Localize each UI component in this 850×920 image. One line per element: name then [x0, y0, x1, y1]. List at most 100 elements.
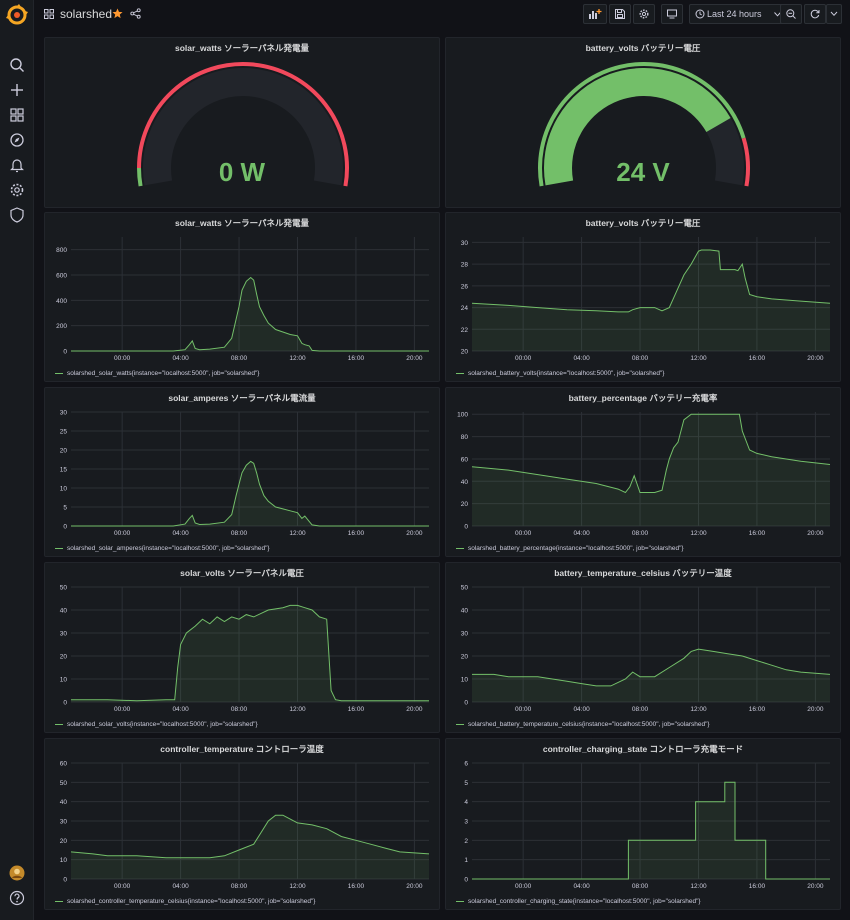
- timeseries-panel-solar-watts[interactable]: solar_watts ソーラーパネル発電量 0 200 400 600 800 00:0…: [44, 212, 440, 382]
- x-tick-label: 08:00: [231, 355, 248, 362]
- time-range-picker[interactable]: Last 24 hours: [689, 4, 785, 24]
- y-tick-label: 40: [461, 608, 469, 615]
- x-tick-label: 12:00: [289, 706, 306, 713]
- y-tick-label: 60: [461, 456, 469, 463]
- gauge-threshold-band: [137, 167, 143, 187]
- legend-swatch: [456, 373, 464, 374]
- star-icon[interactable]: [112, 8, 123, 19]
- x-tick-label: 12:00: [289, 883, 306, 890]
- x-tick-label: 12:00: [690, 706, 707, 713]
- x-tick-label: 16:00: [348, 355, 365, 362]
- y-tick-label: 2: [464, 838, 468, 845]
- x-tick-label: 04:00: [172, 706, 189, 713]
- zoom-out-button[interactable]: [780, 4, 802, 24]
- grafana-logo-icon[interactable]: [6, 4, 28, 26]
- refresh-button[interactable]: [804, 4, 826, 24]
- timeseries-panel-controller-charging-state[interactable]: controller_charging_state コントローラ充電モード 0 1…: [445, 738, 841, 910]
- legend-item[interactable]: solarshed_solar_volts{instance="localhos…: [55, 721, 258, 728]
- legend-label: solarshed_battery_volts{instance="localh…: [468, 370, 665, 377]
- gauge-panel-solar-watts[interactable]: solar_watts ソーラーパネル発電量 0 W: [44, 37, 440, 208]
- x-tick-label: 12:00: [690, 355, 707, 362]
- share-icon[interactable]: [130, 8, 141, 19]
- x-tick-label: 16:00: [749, 706, 766, 713]
- legend-label: solarshed_solar_volts{instance="localhos…: [67, 721, 258, 728]
- legend-item[interactable]: solarshed_solar_watts{instance="localhos…: [55, 370, 259, 377]
- x-tick-label: 20:00: [807, 355, 824, 362]
- timeseries-panel-controller-temperature[interactable]: controller_temperature コントローラ温度 0 10 20 30 4…: [44, 738, 440, 910]
- dashboard-title[interactable]: solarshed: [60, 7, 113, 21]
- alerting-icon[interactable]: [8, 156, 26, 174]
- y-tick-label: 40: [461, 479, 469, 486]
- legend-swatch: [55, 373, 63, 374]
- refresh-interval-dropdown[interactable]: [826, 4, 842, 24]
- legend-item[interactable]: solarshed_battery_temperature_celsius{in…: [456, 721, 710, 728]
- y-tick-label: 40: [60, 608, 68, 615]
- zoom-out-icon: [786, 9, 796, 19]
- x-tick-label: 12:00: [289, 530, 306, 537]
- panel-title: solar_volts ソーラーパネル電圧: [180, 568, 304, 578]
- y-tick-label: 800: [56, 247, 67, 254]
- series-area: [71, 605, 429, 702]
- gauge-panel-battery-volts[interactable]: battery_volts バッテリー電圧 24 V: [445, 37, 841, 208]
- y-tick-label: 6: [464, 761, 468, 768]
- y-tick-label: 30: [461, 631, 469, 638]
- cycle-view-mode-button[interactable]: [661, 4, 683, 24]
- y-tick-label: 0: [63, 700, 67, 707]
- y-tick-label: 50: [60, 780, 68, 787]
- y-tick-label: 3: [464, 819, 468, 826]
- legend-label: solarshed_controller_temperature_celsius…: [67, 898, 316, 905]
- x-tick-label: 12:00: [690, 883, 707, 890]
- add-panel-button[interactable]: [583, 4, 607, 24]
- dashboard-settings-button[interactable]: [633, 4, 655, 24]
- gauge-value: 0 W: [218, 157, 266, 187]
- x-tick-label: 00:00: [114, 355, 131, 362]
- x-tick-label: 20:00: [807, 706, 824, 713]
- legend-item[interactable]: solarshed_battery_percentage{instance="l…: [456, 545, 684, 552]
- y-tick-label: 50: [461, 585, 469, 592]
- legend-item[interactable]: solarshed_controller_charging_state{inst…: [456, 898, 701, 905]
- help-icon[interactable]: [8, 889, 26, 907]
- timeseries-panel-solar-amperes[interactable]: solar_amperes ソーラーパネル電流量 0 5 10 15 20 25 30 00:…: [44, 387, 440, 557]
- series-area: [472, 649, 830, 702]
- plus-icon[interactable]: [8, 81, 26, 99]
- timeseries-panel-solar-volts[interactable]: solar_volts ソーラーパネル電圧 0 10 20 30 40 50 00:00 04…: [44, 562, 440, 733]
- y-tick-label: 20: [461, 501, 469, 508]
- timeseries-panel-battery-temperature[interactable]: battery_temperature_celsius バッテリー温度 0 10 2…: [445, 562, 841, 733]
- y-tick-label: 26: [461, 283, 469, 290]
- explore-icon[interactable]: [8, 131, 26, 149]
- x-tick-label: 00:00: [515, 355, 532, 362]
- dashboards-icon[interactable]: [8, 106, 26, 124]
- chart-solar-volts: 0 10 20 30 40 50 00:00 04:00 08:00 12:00 16:00 20:0…: [60, 585, 429, 713]
- legend-item[interactable]: solarshed_battery_volts{instance="localh…: [456, 370, 664, 377]
- x-tick-label: 12:00: [690, 530, 707, 537]
- search-icon[interactable]: [8, 56, 26, 74]
- y-tick-label: 100: [457, 412, 468, 419]
- settings-icon[interactable]: [8, 181, 26, 199]
- y-tick-label: 0: [63, 524, 67, 531]
- series-area: [472, 414, 830, 526]
- legend-item[interactable]: solarshed_controller_temperature_celsius…: [55, 898, 315, 905]
- timeseries-panel-battery-percentage[interactable]: battery_percentage バッテリー充電率 0 20 40 60 80 100…: [445, 387, 841, 557]
- gauge-threshold-band: [137, 62, 349, 187]
- y-tick-label: 30: [60, 410, 68, 417]
- legend-swatch: [55, 901, 63, 902]
- legend-swatch: [456, 724, 464, 725]
- chevron-down-icon: [830, 11, 838, 17]
- save-dashboard-button[interactable]: [609, 4, 631, 24]
- timeseries-panel-battery-volts[interactable]: battery_volts バッテリー電圧 20 22 24 26 28 30 00:00 0…: [445, 212, 841, 382]
- x-tick-label: 08:00: [632, 530, 649, 537]
- series-line: [472, 781, 830, 880]
- legend-item[interactable]: solarshed_solar_amperes{instance="localh…: [55, 545, 270, 552]
- x-tick-label: 00:00: [114, 530, 131, 537]
- monitor-icon: [667, 9, 677, 19]
- y-tick-label: 24: [461, 305, 469, 312]
- legend-label: solarshed_solar_amperes{instance="localh…: [67, 545, 270, 552]
- series-line: [71, 460, 429, 527]
- avatar[interactable]: [8, 864, 26, 882]
- panel-title: battery_temperature_celsius バッテリー温度: [554, 568, 732, 578]
- x-tick-label: 04:00: [172, 355, 189, 362]
- shield-icon[interactable]: [8, 206, 26, 224]
- x-tick-label: 16:00: [348, 883, 365, 890]
- x-tick-label: 20:00: [406, 706, 423, 713]
- x-tick-label: 08:00: [632, 355, 649, 362]
